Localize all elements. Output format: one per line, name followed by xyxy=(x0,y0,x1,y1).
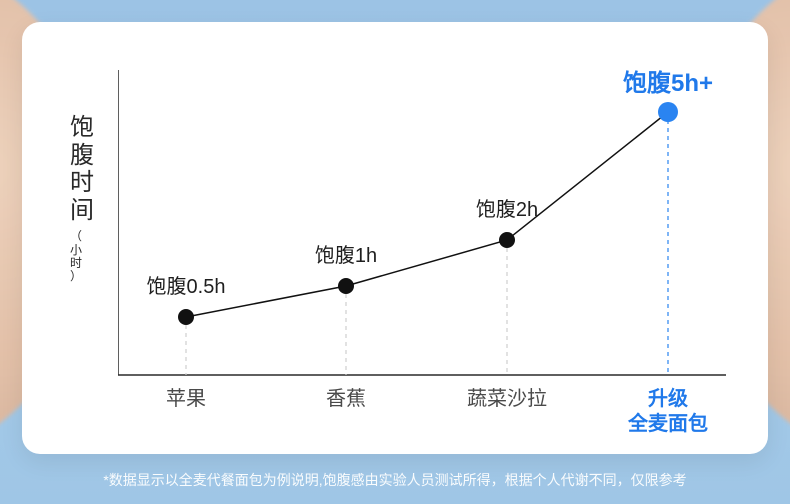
x-tick: 蔬菜沙拉 xyxy=(467,387,547,412)
footnote-text: *数据显示以全麦代餐面包为例说明,饱腹感由实验人员测试所得，根据个人代谢不同，仅… xyxy=(0,470,790,490)
point-label: 饱腹2h xyxy=(476,193,538,222)
y-axis-label: 饱腹时间 （小时） xyxy=(70,114,94,283)
point-label: 饱腹0.5h xyxy=(147,270,226,299)
chart-svg xyxy=(118,70,726,400)
chart-card: 饱腹时间 （小时） 饱腹0.5h 饱腹1h 饱腹2h 饱腹5h+ 苹果 香蕉 蔬菜沙拉 升级… xyxy=(22,22,768,454)
x-tick-highlight: 升级全麦面包 xyxy=(628,387,708,437)
x-tick: 苹果 xyxy=(166,387,206,412)
point-label: 饱腹1h xyxy=(315,239,377,268)
x-tick: 香蕉 xyxy=(326,387,366,412)
point-label-highlight: 饱腹5h+ xyxy=(623,63,713,98)
y-axis-label-main: 饱腹时间 xyxy=(70,114,94,224)
y-axis-label-unit: （小时） xyxy=(70,230,94,283)
satiety-line-chart: 饱腹0.5h饱腹1h饱腹2h饱腹5h+ 苹果香蕉蔬菜沙拉升级全麦面包 xyxy=(118,70,726,400)
